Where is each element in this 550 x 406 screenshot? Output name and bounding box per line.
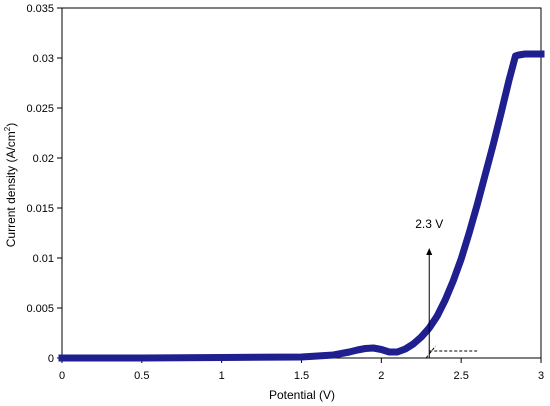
annotation-dashed-tangent	[425, 345, 437, 359]
y-tick-label: 0	[48, 353, 54, 365]
x-tick-label: 1.5	[294, 370, 309, 382]
x-axis-title: Potential (V)	[269, 388, 335, 402]
y-axis-title-tail: )	[4, 123, 18, 127]
y-tick-label: 0.03	[33, 53, 54, 65]
x-tick-label: 3	[538, 370, 544, 382]
y-tick-label: 0.035	[26, 3, 54, 15]
y-axis-title-superscript: 2	[3, 126, 12, 131]
plot-area	[61, 7, 542, 359]
annotation-label: 2.3 V	[415, 217, 443, 231]
annotation-arrowhead	[426, 248, 433, 255]
y-tick-label: 0.025	[26, 103, 54, 115]
annotation-layer: 2.3 V	[415, 217, 478, 359]
plot-frame	[61, 7, 542, 359]
series-layer	[58, 50, 545, 362]
y-tick-label: 0.02	[33, 153, 54, 165]
x-axis-ticks: 0 0.5 1 1.5 2 2.5 3	[59, 358, 544, 382]
x-tick-label: 2	[378, 370, 384, 382]
series-line	[58, 50, 545, 362]
x-tick-label: 1	[219, 370, 225, 382]
y-tick-label: 0.005	[26, 303, 54, 315]
y-axis-title: Current density (A/cm2)	[3, 123, 18, 248]
y-axis-title-main: Current density (A/cm	[4, 131, 18, 247]
y-tick-label: 0.015	[26, 203, 54, 215]
x-tick-label: 0	[59, 370, 65, 382]
y-axis-ticks: 0 0.005 0.01 0.015 0.02 0.025 0.03 0.035	[26, 3, 62, 365]
x-tick-label: 0.5	[134, 370, 149, 382]
x-tick-label: 2.5	[454, 370, 469, 382]
y-tick-label: 0.01	[33, 253, 54, 265]
